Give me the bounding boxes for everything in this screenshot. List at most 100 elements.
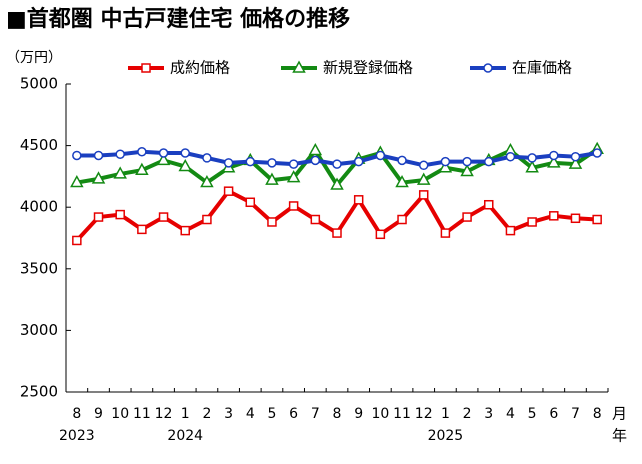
x-tick-label: 5 — [528, 406, 537, 422]
year-label: 2024 — [167, 428, 203, 444]
marker-circle — [332, 159, 342, 169]
legend-marker — [292, 60, 306, 73]
marker-square — [549, 211, 559, 221]
marker-circle — [115, 149, 125, 159]
marker-triangle — [395, 175, 409, 188]
marker-circle — [288, 159, 299, 169]
marker-circle — [505, 151, 516, 162]
marker-square — [592, 214, 602, 225]
marker-circle — [310, 155, 321, 166]
marker-triangle — [113, 166, 127, 179]
marker-triangle — [308, 142, 323, 156]
marker-circle — [375, 150, 386, 161]
marker-circle — [527, 153, 537, 163]
marker-triangle — [70, 175, 84, 188]
marker-circle — [137, 147, 147, 157]
x-tick-label: 11 — [393, 406, 411, 422]
marker-circle — [180, 148, 190, 158]
marker-square — [180, 225, 190, 236]
marker-square — [223, 186, 234, 196]
marker-triangle — [265, 172, 279, 185]
marker-circle — [267, 158, 277, 168]
x-tick-label: 8 — [72, 406, 81, 422]
marker-square — [137, 224, 147, 235]
x-tick-label: 10 — [371, 406, 389, 422]
marker-triangle — [156, 152, 171, 166]
x-unit-month: 月 — [612, 405, 627, 423]
marker-square — [462, 212, 472, 222]
x-tick-label: 9 — [354, 406, 363, 422]
marker-triangle — [200, 175, 214, 188]
marker-triangle — [525, 160, 539, 173]
y-tick-label: 4500 — [20, 136, 58, 154]
marker-square — [72, 235, 82, 246]
marker-square — [375, 229, 386, 240]
marker-circle — [440, 156, 451, 167]
marker-triangle — [286, 170, 301, 183]
x-tick-label: 11 — [133, 406, 151, 422]
marker-square — [93, 212, 104, 222]
x-tick-label: 4 — [246, 406, 255, 422]
marker-square — [397, 214, 407, 225]
marker-square — [332, 228, 342, 238]
x-tick-label: 2 — [202, 406, 211, 422]
marker-circle — [397, 155, 407, 166]
x-tick-label: 5 — [267, 406, 276, 422]
marker-circle — [549, 150, 559, 161]
legend-marker — [141, 63, 151, 73]
marker-square — [310, 214, 321, 225]
marker-circle — [462, 156, 472, 167]
legend-marker — [483, 63, 493, 73]
marker-square — [245, 197, 256, 208]
marker-triangle — [135, 162, 149, 175]
x-tick-label: 6 — [549, 406, 558, 422]
marker-square — [115, 209, 125, 220]
marker-square — [570, 213, 581, 224]
marker-circle — [245, 156, 256, 167]
marker-square — [267, 217, 277, 227]
x-tick-label: 8 — [333, 406, 342, 422]
legend-label: 在庫価格 — [512, 59, 572, 77]
year-label: 2023 — [59, 428, 95, 444]
marker-circle — [93, 150, 104, 161]
marker-triangle — [568, 156, 583, 169]
x-tick-label: 1 — [441, 406, 450, 422]
y-tick-label: 5000 — [20, 75, 58, 93]
marker-square — [505, 225, 516, 236]
marker-triangle — [330, 177, 344, 190]
legend-label: 新規登録価格 — [323, 59, 413, 77]
marker-square — [353, 195, 364, 205]
x-tick-label: 3 — [224, 406, 233, 422]
x-tick-label: 2 — [463, 406, 472, 422]
marker-triangle — [460, 163, 474, 177]
marker-circle — [484, 156, 494, 167]
marker-circle — [72, 150, 82, 161]
marker-triangle — [416, 172, 431, 185]
y-tick-label: 3000 — [20, 321, 58, 339]
x-tick-label: 12 — [155, 406, 173, 422]
marker-circle — [592, 148, 602, 158]
x-tick-label: 7 — [571, 406, 580, 422]
x-tick-label: 4 — [506, 406, 515, 422]
marker-circle — [158, 148, 169, 158]
y-tick-label: 3500 — [20, 259, 58, 277]
x-tick-label: 7 — [311, 406, 320, 422]
x-tick-label: 10 — [111, 406, 129, 422]
marker-square — [440, 228, 451, 238]
marker-circle — [353, 156, 364, 167]
marker-square — [418, 190, 429, 200]
marker-triangle — [438, 160, 453, 173]
marker-square — [527, 217, 537, 227]
marker-circle — [223, 158, 234, 168]
x-tick-label: 3 — [484, 406, 493, 422]
x-tick-label: 8 — [593, 406, 602, 422]
y-tick-label: 4000 — [20, 198, 58, 216]
year-label: 2025 — [428, 428, 464, 444]
marker-triangle — [91, 171, 106, 184]
y-axis-label: （万円） — [6, 50, 62, 66]
marker-square — [158, 212, 169, 222]
x-tick-label: 1 — [181, 406, 190, 422]
chart-title: ■首都圏 中古戸建住宅 価格の推移 — [6, 6, 350, 32]
